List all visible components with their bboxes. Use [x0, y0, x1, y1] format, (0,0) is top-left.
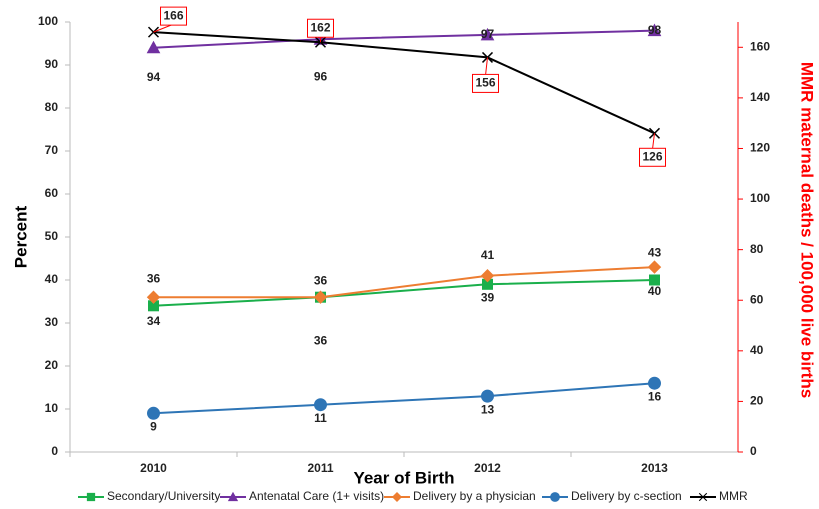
y2-tick-label: 100	[750, 191, 770, 205]
y-tick-label: 30	[45, 315, 59, 329]
callout-box	[160, 6, 187, 26]
marker	[481, 389, 494, 403]
marker	[480, 268, 495, 283]
data-label: 40	[648, 284, 662, 298]
y2-tick-label: 20	[750, 394, 764, 408]
legend-label: Delivery by c-section	[571, 489, 682, 503]
y2-tick-label: 60	[750, 292, 764, 306]
series-line	[153, 29, 655, 49]
marker	[146, 40, 161, 54]
y2-tick-label: 0	[750, 444, 757, 458]
data-label: 36	[314, 273, 328, 287]
data-label: 16	[648, 389, 662, 403]
callout-pointer	[485, 57, 488, 76]
y2-tick-label: 80	[750, 242, 764, 256]
callout-box	[307, 18, 334, 38]
marker	[314, 36, 327, 48]
data-label: 96	[314, 69, 328, 83]
data-label: 41	[481, 248, 495, 262]
marker	[480, 27, 495, 41]
series-line	[153, 382, 655, 415]
y-tick-label: 10	[45, 401, 59, 415]
y2-tick-label: 140	[750, 90, 770, 104]
series-line	[153, 279, 655, 307]
data-label: 126	[642, 149, 662, 163]
callout-pointer	[652, 133, 655, 150]
data-label: 36	[314, 333, 328, 347]
marker	[146, 290, 161, 304]
legend-marker	[698, 492, 708, 502]
marker	[313, 290, 328, 304]
data-label: 166	[163, 8, 183, 22]
y2-axis-label: MMR maternal deaths / 100,000 live birth…	[798, 62, 817, 398]
y-tick-label: 0	[51, 444, 58, 458]
marker	[647, 23, 662, 37]
y-tick-label: 50	[45, 229, 59, 243]
marker	[648, 127, 661, 139]
x-tick-label: 2012	[474, 461, 501, 475]
legend-marker	[550, 492, 560, 502]
y-tick-label: 100	[38, 14, 58, 28]
marker	[314, 398, 327, 412]
x-tick-label: 2010	[140, 461, 167, 475]
x-tick-label: 2013	[641, 461, 668, 475]
y2-tick-label: 160	[750, 39, 770, 53]
y2-tick-label: 120	[750, 141, 770, 155]
legend-label: Antenatal Care (1+ visits)	[249, 489, 384, 503]
data-label: 156	[475, 76, 495, 90]
data-label: 9	[150, 419, 157, 433]
data-label: 36	[147, 271, 161, 285]
y-tick-label: 70	[45, 143, 59, 157]
legend-marker	[391, 491, 403, 503]
legend-marker	[227, 491, 239, 502]
legend-label: MMR	[719, 489, 748, 503]
data-label: 97	[481, 27, 495, 41]
series-line	[153, 31, 655, 135]
legend-label: Delivery by a physician	[413, 489, 536, 503]
data-label: 162	[310, 20, 330, 34]
marker	[648, 376, 661, 390]
marker	[647, 260, 662, 274]
data-label: 34	[147, 314, 161, 328]
data-label: 94	[147, 70, 161, 84]
y-tick-label: 60	[45, 186, 59, 200]
data-label: 11	[314, 411, 327, 425]
legend-marker	[86, 492, 96, 502]
data-label: 13	[481, 402, 495, 416]
x-tick-label: 2011	[307, 461, 333, 475]
y2-tick-label: 40	[750, 343, 764, 357]
marker	[147, 406, 160, 420]
callout-box	[472, 73, 499, 93]
data-label: 98	[648, 23, 662, 37]
data-label: 43	[648, 245, 662, 259]
series-line	[153, 266, 655, 299]
y-tick-label: 20	[45, 358, 59, 372]
marker	[649, 274, 660, 286]
callout-box	[639, 147, 666, 167]
legend-label: Secondary/University	[107, 489, 220, 503]
y-tick-label: 90	[45, 57, 59, 71]
data-label: 39	[481, 290, 495, 304]
y-axis-label: Percent	[11, 205, 30, 268]
x-axis-label: Year of Birth	[353, 468, 454, 487]
y-tick-label: 40	[45, 272, 59, 286]
y-tick-label: 80	[45, 100, 59, 114]
